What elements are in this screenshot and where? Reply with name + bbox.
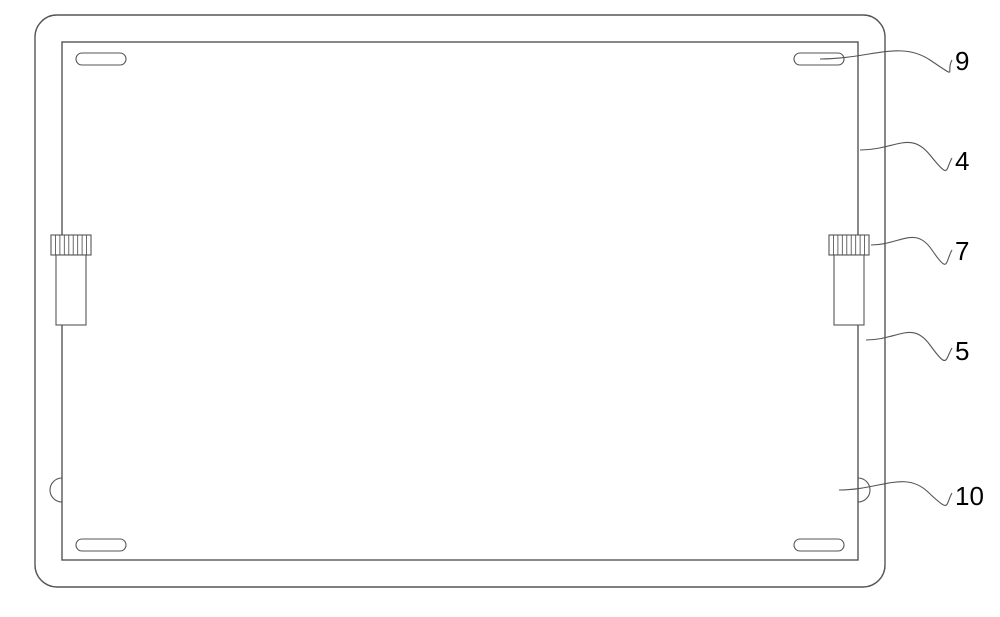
bump-right (858, 478, 870, 502)
callout-label-7: 7 (955, 236, 969, 267)
connector-right-knurl (829, 235, 869, 255)
callout-label-9: 9 (955, 46, 969, 77)
diagram-stage: 9 4 7 5 10 (0, 0, 1000, 617)
leader-4 (860, 142, 952, 170)
callout-label-5: 5 (955, 336, 969, 367)
leader-5 (866, 332, 952, 360)
bump-left (50, 478, 62, 502)
connector-left-body (56, 255, 86, 325)
connector-left-knurl (51, 235, 91, 255)
inner-frame (62, 42, 858, 560)
callout-label-10: 10 (955, 481, 984, 512)
leader-7 (871, 237, 952, 264)
callout-label-4: 4 (955, 146, 969, 177)
diagram-svg (0, 0, 1000, 617)
connector-right-body (834, 255, 864, 325)
